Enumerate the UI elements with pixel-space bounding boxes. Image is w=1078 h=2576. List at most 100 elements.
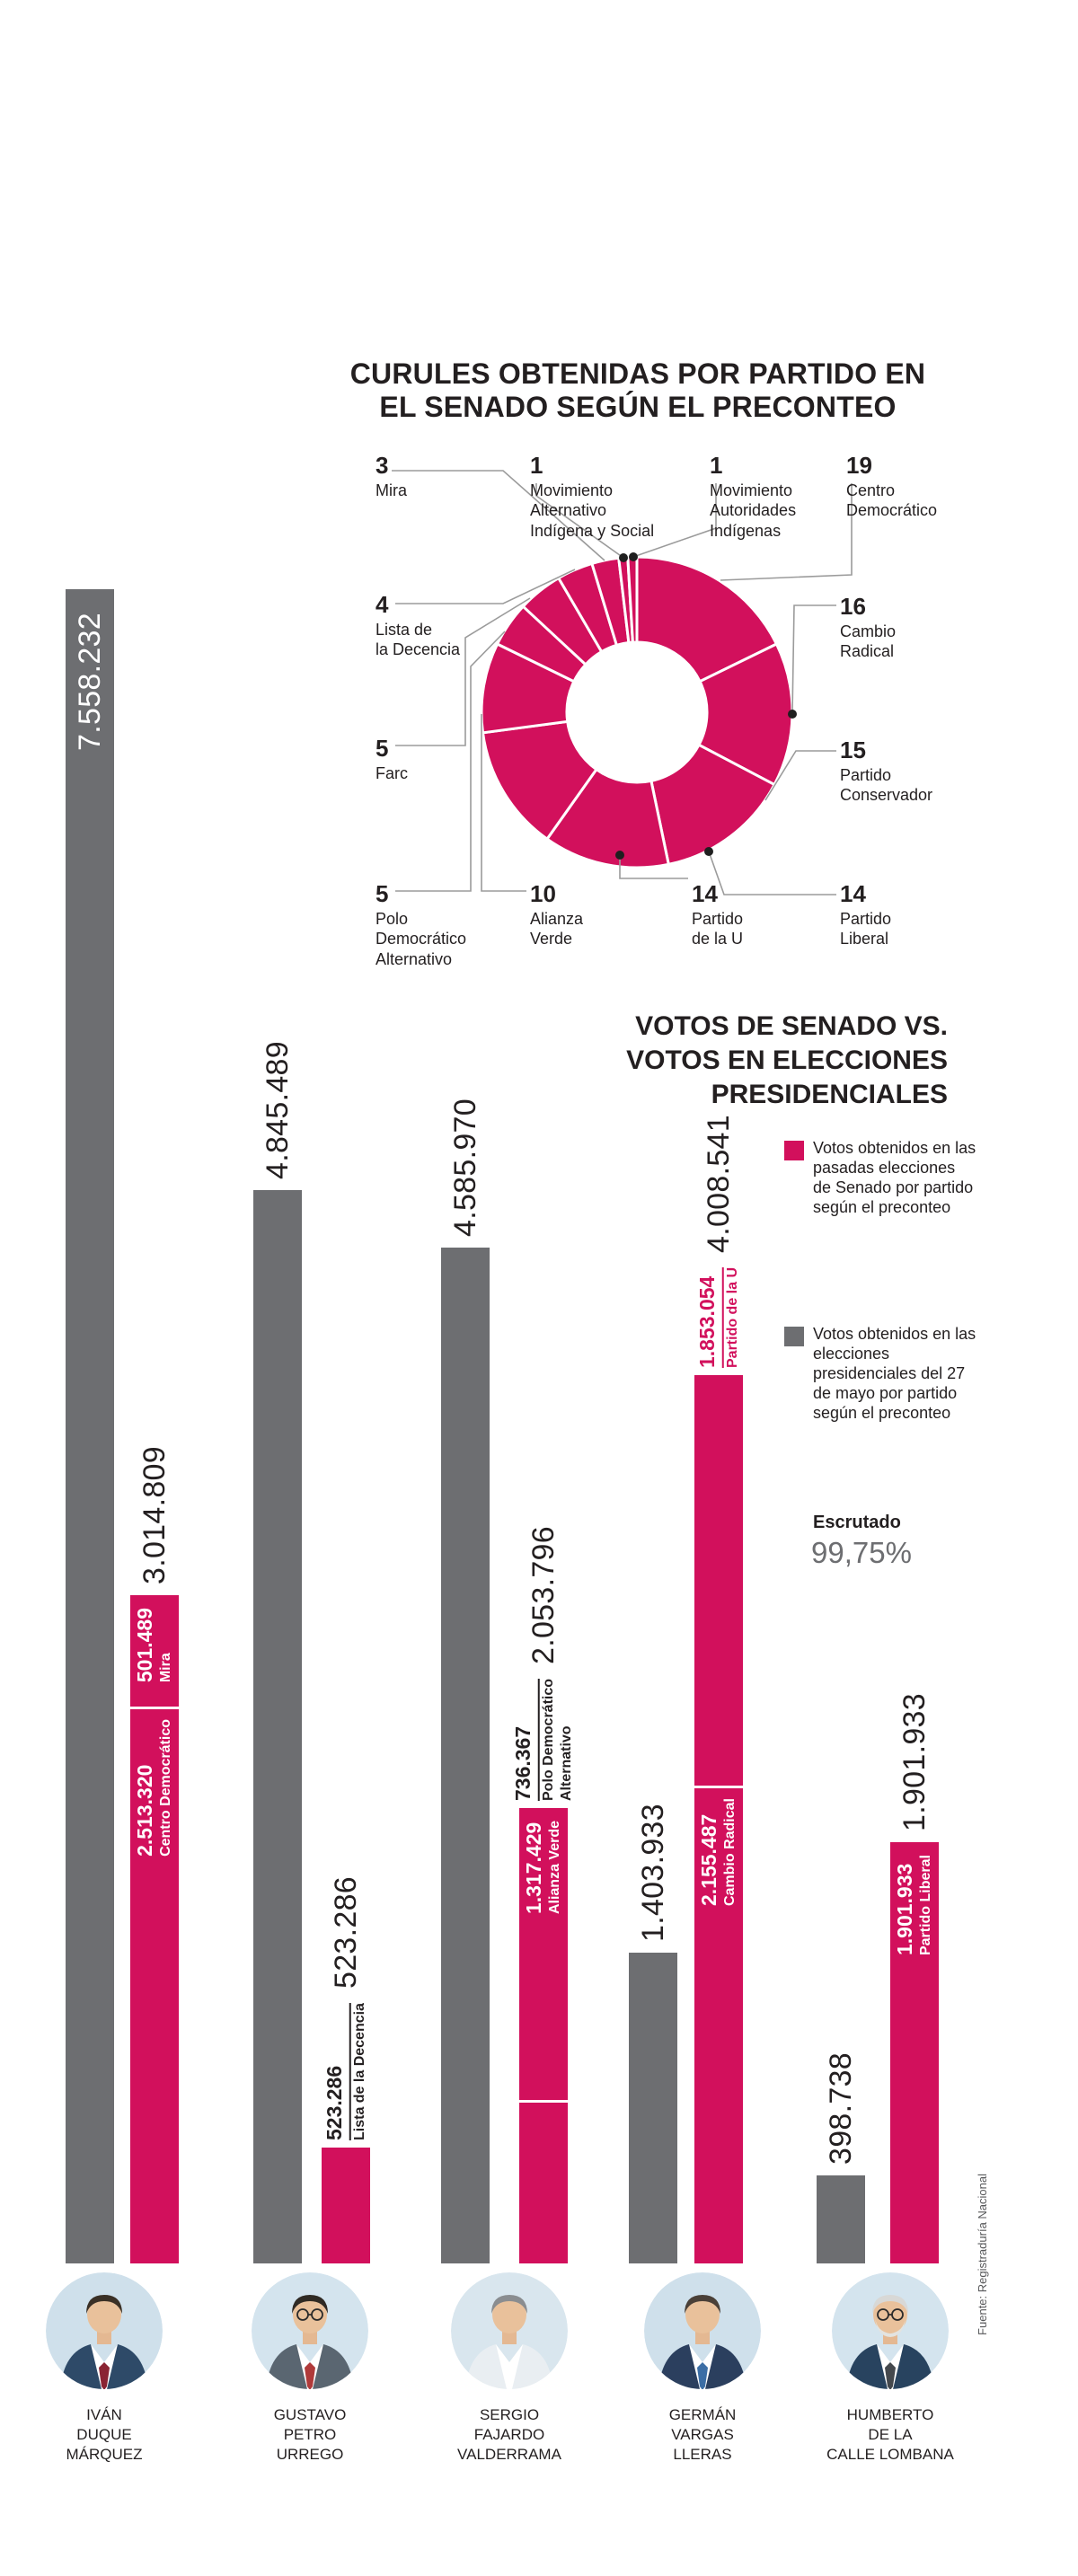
donut-label-name-line: Verde <box>530 930 573 948</box>
party-name: Centro Democrático <box>157 1719 173 1857</box>
party-name: Polo Democrático <box>540 1678 556 1801</box>
senate-total-humberto-de-la-calle-lombana-text: 1.901.933 <box>897 1693 932 1831</box>
senate-votes-label-partido-liberal: 1.901.933 Partido Liberal <box>893 1855 935 1955</box>
senate-votes-label-polo-democratico-alternativo-text: 736.367 Polo Democrático Alternativo <box>511 1678 576 1801</box>
party-votes: 736.367 <box>511 1678 540 1801</box>
bar-chart-title: VOTOS DE SENADO VS. VOTOS EN ELECCIONES … <box>575 1010 948 1112</box>
senate-total-label: 2.053.796 <box>526 1526 561 1664</box>
presidential-bar-sergio-fajardo-valderrama <box>441 1248 490 2263</box>
party-votes: 2.513.320 <box>133 1764 156 1857</box>
party-name: Cambio Radical <box>721 1798 738 1907</box>
donut-leader-cambio-radical <box>791 604 836 715</box>
senate-bar-mira <box>130 1595 179 1707</box>
senate-total-sergio-fajardo-valderrama: 2.053.796 <box>526 1526 561 1664</box>
senate-votes-label-partido-liberal-text: 1.901.933 Partido Liberal <box>893 1855 935 1955</box>
presidential-votes-humberto-de-la-calle-lombana-text: 398.738 <box>824 2052 858 2165</box>
presidential-votes-german-vargas-lleras-text: 1.403.933 <box>636 1804 670 1942</box>
donut-dot-partido-liberal <box>704 847 713 856</box>
presidential-votes-sergio-fajardo-valderrama-text: 4.585.970 <box>448 1098 482 1237</box>
donut-label-name-line: Conservador <box>840 786 933 805</box>
source-credit-text: Fuente: Registraduría Nacional <box>976 2174 989 2335</box>
donut-leader-movimiento-autoridades-indigenas <box>632 483 717 558</box>
donut-label-name: Partido de la U <box>692 909 743 949</box>
person-icon <box>832 2272 949 2389</box>
party-name: Partido de la U <box>724 1266 740 1368</box>
donut-slice-centro-democratico <box>635 555 779 684</box>
candidate-name-line: GERMÁN <box>668 2406 737 2423</box>
donut-label-name: Partido Conservador <box>840 765 932 806</box>
escrutado-label: Escrutado <box>813 1513 901 1532</box>
presidential-votes-gustavo-petro-urrego: 4.845.489 <box>261 1041 295 1179</box>
legend-item-presidential: Votos obtenidos en las elecciones presid… <box>784 1325 977 1424</box>
senate-total-german-vargas-lleras-text: 4.008.541 <box>702 1115 736 1253</box>
escrutado-value: 99,75% <box>811 1536 912 1569</box>
donut-leader-partido-liberal <box>708 851 836 895</box>
senate-votes-label-lista-de-la-decencia-text: 523.286 Lista de la Decencia <box>323 2003 369 2140</box>
senate-total-label: 1.901.933 <box>897 1693 932 1831</box>
senate-votes-label-cambio-radical: 2.155.487 Cambio Radical <box>697 1798 739 1907</box>
presidential-bar-german-vargas-lleras <box>629 1953 677 2263</box>
source-credit: Fuente: Registraduría Nacional <box>976 2174 989 2335</box>
senate-votes-label-centro-democratico: 2.513.320 Centro Democrático <box>133 1719 175 1857</box>
donut-dot-partido-de-la-u <box>615 851 624 860</box>
candidate-name-line: LLERAS <box>673 2446 732 2464</box>
senate-total-gustavo-petro-urrego-text: 523.286 <box>329 1875 363 1989</box>
party-name: Alternativo <box>558 1725 574 1801</box>
candidate-photo-gustavo-petro-urrego <box>252 2272 368 2389</box>
person-icon <box>451 2272 568 2389</box>
donut-chart-title: CURULES OBTENIDAS POR PARTIDO EN EL SENA… <box>225 357 1051 424</box>
donut-label-name: Partido Liberal <box>840 909 891 949</box>
donut-chart <box>392 470 853 895</box>
donut-label-name-line: Indígenas <box>710 521 782 540</box>
donut-label-value: 10 <box>530 880 556 907</box>
candidate-name-gustavo-petro-urrego: GUSTAVO PETRO URREGO <box>211 2405 409 2465</box>
senate-total-humberto-de-la-calle-lombana: 1.901.933 <box>897 1693 932 1831</box>
senate-votes-label-mira-text: 501.489 Mira <box>133 1608 175 1682</box>
candidate-name-line: FAJARDO <box>473 2426 545 2444</box>
senate-total-label: 523.286 <box>329 1875 363 1989</box>
donut-label-centro-democratico: 19 Centro Democrático <box>846 454 937 521</box>
donut-label-name-line: Polo <box>376 910 409 928</box>
senate-total-gustavo-petro-urrego: 523.286 <box>329 1875 363 1989</box>
donut-title-line2: EL SENADO SEGÚN EL PRECONTEO <box>379 390 897 423</box>
donut-label-name: Movimiento Autoridades Indígenas <box>710 481 796 541</box>
presidential-bar-ivan-duque-marquez <box>66 589 114 2263</box>
presidential-votes-sergio-fajardo-valderrama: 4.585.970 <box>448 1098 482 1237</box>
senate-total-ivan-duque-marquez: 3.014.809 <box>137 1446 172 1584</box>
donut-label-partido-liberal: 14 Partido Liberal <box>840 882 891 949</box>
donut-label-value: 19 <box>846 452 872 479</box>
candidate-name-line: DUQUE <box>76 2426 132 2444</box>
senate-votes-label-partido-de-la-u: 1.853.054 Partido de la U <box>695 1266 742 1368</box>
candidate-name-line: HUMBERTO <box>846 2406 934 2423</box>
donut-label-value: 3 <box>376 452 389 479</box>
senate-bar-partido-de-la-u <box>694 1375 743 1786</box>
donut-label-name: Cambio Radical <box>840 622 896 662</box>
presidential-votes-label: 4.585.970 <box>448 1098 482 1237</box>
donut-label-name-line: Democrático <box>376 930 467 948</box>
candidate-name-line: PETRO <box>283 2426 337 2444</box>
senate-votes-label-polo-democratico-alternativo: 736.367 Polo Democrático Alternativo <box>511 1678 576 1801</box>
presidential-votes-german-vargas-lleras: 1.403.933 <box>636 1804 670 1942</box>
donut-label-name: Movimiento Alternativo Indígena y Social <box>530 481 654 541</box>
donut-label-name-line: Alternativo <box>530 501 607 520</box>
candidate-name-line: VARGAS <box>671 2426 734 2444</box>
senate-votes-label-alianza-verde-text: 1.317.429 Alianza Verde <box>522 1821 564 1914</box>
donut-label-value: 14 <box>840 880 866 907</box>
donut-label-polo-democratico-alternativo: 5 Polo Democrático Alternativo <box>376 882 466 969</box>
donut-label-name-line: la Decencia <box>376 640 461 659</box>
candidate-photo-ivan-duque-marquez <box>46 2272 163 2389</box>
bar-title-line3: PRESIDENCIALES <box>711 1080 948 1110</box>
candidate-name-line: CALLE LOMBANA <box>826 2446 954 2464</box>
donut-leader-movimiento-alternativo-indigena-y-social <box>535 483 624 559</box>
presidential-votes-gustavo-petro-urrego-text: 4.845.489 <box>261 1041 295 1179</box>
donut-leader-partido-de-la-u <box>619 855 688 879</box>
senate-total-label: 3.014.809 <box>137 1446 172 1584</box>
candidate-name-sergio-fajardo-valderrama: SERGIO FAJARDO VALDERRAMA <box>411 2405 608 2465</box>
presidential-bar-gustavo-petro-urrego <box>253 1190 302 2263</box>
donut-label-partido-de-la-u: 14 Partido de la U <box>692 882 743 949</box>
legend-text-presidential: Votos obtenidos en las elecciones presid… <box>813 1325 976 1422</box>
donut-leader-lista-de-la-decencia <box>395 569 576 604</box>
donut-slice-cambio-radical <box>696 641 794 787</box>
candidate-photo-sergio-fajardo-valderrama <box>451 2272 568 2389</box>
